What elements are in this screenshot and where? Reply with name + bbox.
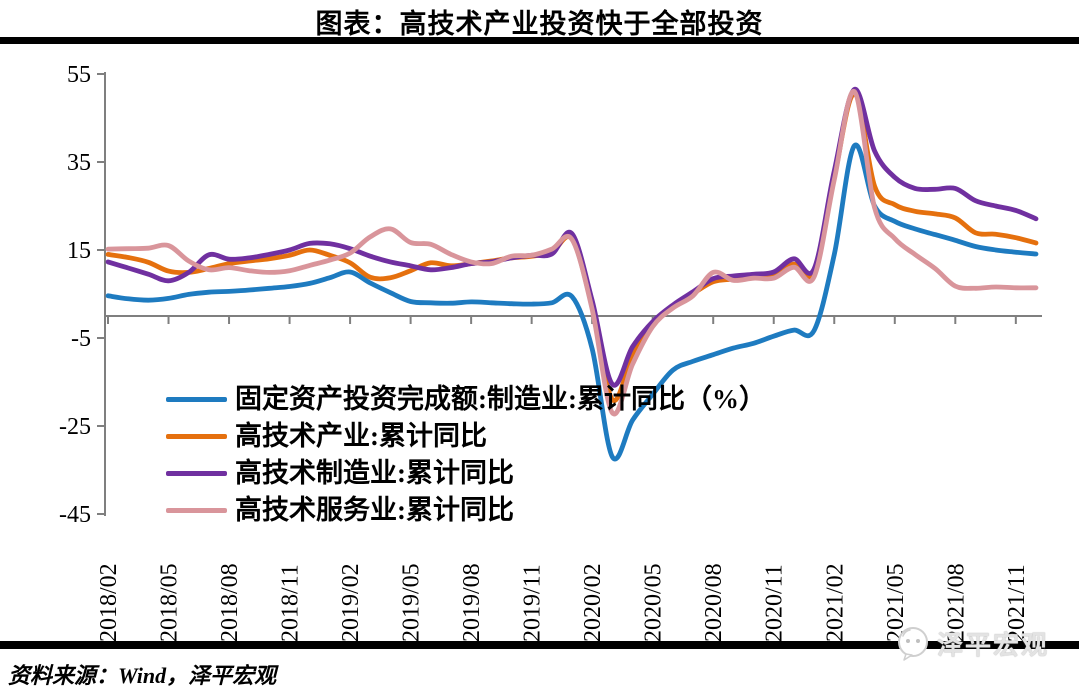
- legend-item-hightech-industry: 高技术产业:累计同比: [166, 418, 766, 455]
- x-tick-label: 2018/02: [96, 563, 122, 642]
- watermark-text: 泽平宏观: [936, 630, 1049, 660]
- legend-item-hightech-services: 高技术服务业:累计同比: [166, 492, 766, 529]
- legend-item-manufacturing: 固定资产投资完成额:制造业:累计同比（%）: [166, 381, 766, 418]
- x-tick-label: 2019/08: [459, 563, 485, 642]
- watermark-logo: 泽平宏观: [894, 624, 1049, 662]
- legend-label: 高技术产业:累计同比: [235, 421, 487, 451]
- x-axis: 2018/02 2018/05 2018/08 2018/11 2019/02 2019/…: [96, 315, 1042, 642]
- legend-swatch-blue: [166, 397, 227, 402]
- x-tick-label: 2020/05: [641, 563, 667, 642]
- x-tick-label: 2019/02: [338, 563, 364, 642]
- chat-bubble-face-icon: [897, 627, 928, 661]
- legend-swatch-purple: [166, 471, 227, 476]
- series-line-hightech-industry: [105, 91, 1039, 404]
- x-tick-label: 2020/08: [701, 563, 727, 642]
- x-tick-label: 2020/02: [580, 563, 606, 642]
- x-tick-label: 2020/11: [762, 564, 788, 642]
- y-axis: 55 35 15 -5 -25 -45: [59, 62, 106, 528]
- x-tick-label: 2021/02: [822, 563, 848, 642]
- legend-swatch-orange: [166, 434, 227, 439]
- x-tick-label: 2018/11: [278, 564, 304, 642]
- source-note: 资料来源：Wind，泽平宏观: [8, 663, 277, 688]
- series-line-hightech-services: [105, 89, 1039, 417]
- legend-label: 高技术服务业:累计同比: [235, 495, 514, 525]
- y-tick-label: -45: [59, 502, 91, 528]
- x-tick-label: 2021/08: [943, 563, 969, 642]
- x-tick-label: 2019/11: [520, 564, 546, 642]
- y-tick-label: -25: [59, 414, 91, 440]
- x-tick-label: 2018/08: [217, 563, 243, 642]
- chart-legend: 固定资产投资完成额:制造业:累计同比（%） 高技术产业:累计同比 高技术制造业:…: [166, 381, 766, 529]
- x-tick-label: 2018/05: [157, 563, 183, 642]
- legend-label: 固定资产投资完成额:制造业:累计同比（%）: [235, 384, 766, 414]
- x-tick-label: 2021/05: [883, 563, 909, 642]
- bottom-divider: [0, 641, 1079, 649]
- legend-item-hightech-manufacturing: 高技术制造业:累计同比: [166, 455, 766, 492]
- x-tick-label: 2021/11: [1004, 564, 1030, 642]
- y-tick-label: 55: [67, 62, 91, 88]
- y-tick-label: -5: [71, 326, 91, 352]
- top-divider: [0, 37, 1079, 44]
- legend-swatch-pink: [166, 508, 227, 513]
- y-tick-label: 15: [67, 238, 91, 264]
- chart-title: 图表：高技术产业投资快于全部投资: [315, 9, 764, 39]
- x-tick-label: 2019/05: [399, 563, 425, 642]
- y-tick-label: 35: [67, 150, 91, 176]
- legend-label: 高技术制造业:累计同比: [235, 458, 514, 488]
